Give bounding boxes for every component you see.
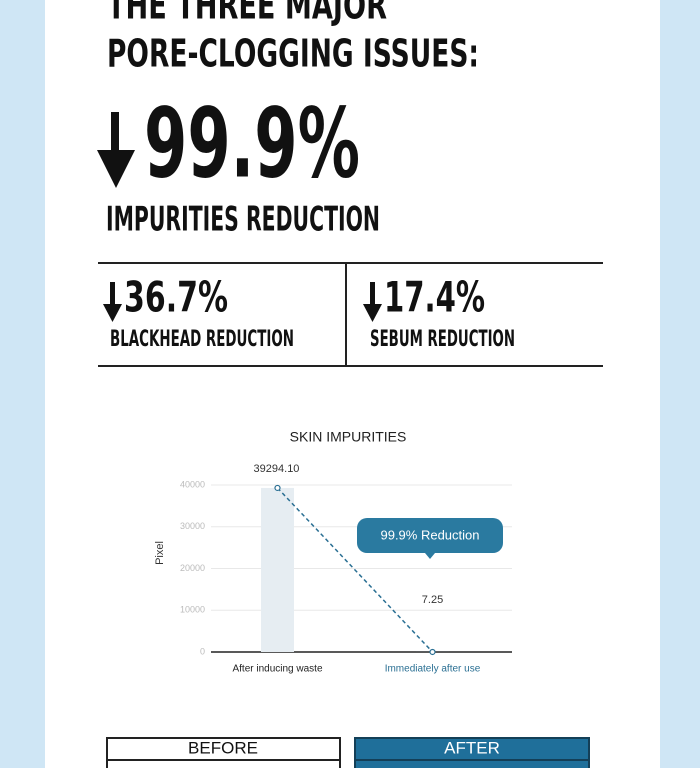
trend-line	[276, 487, 434, 653]
chart-title: SKIN IMPURITIES	[290, 429, 407, 445]
y-tick-label: 10000	[180, 605, 205, 615]
annotation: 99.9% Reduction	[380, 527, 479, 542]
y-tick-label: 20000	[180, 563, 205, 573]
header-line: THE THREE MAJOR	[107, 0, 387, 28]
before-box	[106, 737, 341, 768]
after-box	[354, 737, 590, 768]
arrow-head	[363, 304, 382, 322]
sub-label: SEBUM REDUCTION	[370, 327, 515, 352]
value-label: 7.25	[422, 594, 443, 606]
arrow-head	[97, 150, 135, 188]
main-label: IMPURITIES REDUCTION	[106, 200, 380, 240]
arrow-shaft	[111, 112, 119, 154]
y-tick-label: 30000	[180, 521, 205, 531]
y-axis-label: Pixel	[154, 541, 166, 565]
sub-label: BLACKHEAD REDUCTION	[110, 327, 294, 352]
y-tick-label: 40000	[180, 479, 205, 489]
annotation-box	[357, 518, 503, 553]
sub-value: 17.4%	[384, 273, 485, 322]
after-label: AFTER	[444, 738, 500, 757]
x-tick-label: After inducing waste	[232, 664, 322, 675]
arrow-shaft	[110, 282, 115, 308]
arrow-head	[103, 304, 122, 322]
panel	[45, 0, 660, 768]
point	[274, 484, 281, 492]
before-label: BEFORE	[188, 738, 258, 757]
point	[429, 648, 436, 656]
header-line: PORE-CLOGGING ISSUES:	[107, 32, 479, 76]
value-label: 39294.10	[254, 463, 300, 475]
sub-value: 36.7%	[124, 273, 228, 322]
y-tick-label: 0	[200, 646, 205, 656]
chart: 0 10000 20000 30000 40000 After inducing wast…	[180, 463, 512, 675]
x-tick-label: Immediately after use	[385, 664, 481, 675]
main-value: 99.9%	[144, 87, 360, 199]
annotation-pointer	[425, 553, 435, 559]
bar	[261, 487, 294, 652]
arrow-shaft	[370, 282, 375, 308]
